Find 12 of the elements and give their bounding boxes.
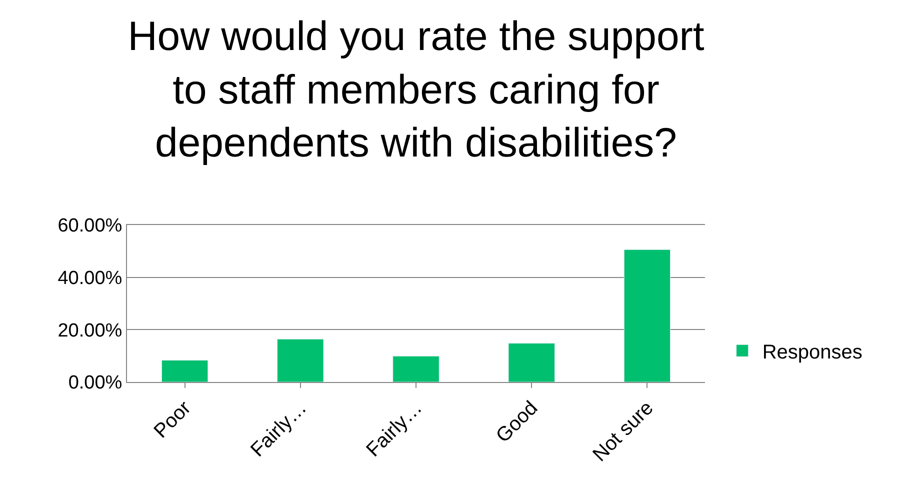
y-tick-label: 0.00% xyxy=(68,372,122,394)
legend-label: Responses xyxy=(762,341,862,364)
bar xyxy=(392,356,440,382)
bar xyxy=(508,343,555,382)
y-tick-label: 40.00% xyxy=(58,268,122,289)
chart-title: How would you rate the support to staff members caring for dependents with disabilities? xyxy=(128,13,705,166)
bar xyxy=(161,360,208,382)
bar xyxy=(624,249,671,382)
bar xyxy=(277,338,324,382)
y-tick-label: 60.00% xyxy=(58,216,122,237)
y-tick-label: 20.00% xyxy=(58,320,122,342)
x-tick-label: Not sure xyxy=(588,397,658,466)
